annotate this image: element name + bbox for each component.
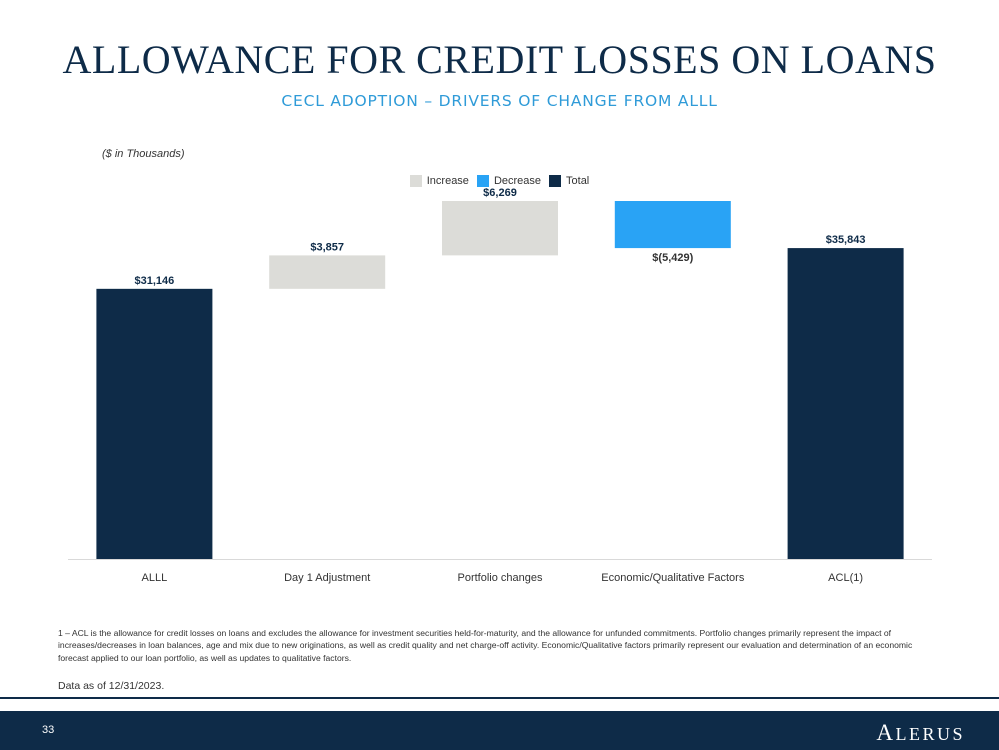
legend-swatch-total — [549, 175, 562, 187]
legend-item-total: Total — [549, 175, 589, 187]
bar-economic-qualitative-factors — [614, 201, 731, 249]
page-subtitle: CECL ADOPTION – DRIVERS OF CHANGE FROM A… — [281, 92, 718, 110]
bar-day-1-adjustment — [269, 255, 386, 289]
legend-label-decrease: Decrease — [493, 175, 542, 187]
chart-legend: Increase Decrease Total — [0, 175, 999, 187]
logo-rest: LERUS — [895, 724, 965, 744]
legend-item-decrease: Decrease — [476, 175, 542, 187]
footnote: 1 – ACL is the allowance for credit loss… — [58, 628, 913, 663]
data-label-acl-1: $35,843 — [826, 234, 866, 246]
legend-label-total: Total — [566, 175, 590, 187]
page-title: ALLOWANCE FOR CREDIT LOSSES ON LOANS — [62, 37, 937, 82]
data-label-economic-qualitative-factors: $(5,429) — [652, 252, 693, 264]
x-tick-label-day-1-adjustment: Day 1 Adjustment — [284, 572, 370, 584]
data-as-of: Data as of 12/31/2023. — [58, 680, 165, 692]
bar-alll — [96, 288, 213, 559]
bar-acl-1 — [787, 248, 904, 559]
bar-portfolio-changes — [442, 201, 558, 256]
alerus-logo: ALERUS — [876, 720, 965, 746]
page-number: 33 — [42, 724, 55, 736]
waterfall-chart: $31,146 ALLL $3,857 Day 1 Adjustment $6,269 P… — [68, 187, 932, 584]
x-tick-label-acl-1: ACL(1) — [828, 572, 863, 584]
x-tick-label-alll: ALLL — [142, 572, 168, 584]
units-note: ($ in Thousands) — [102, 148, 185, 160]
legend-label-increase: Increase — [426, 175, 469, 187]
legend-item-increase: Increase — [409, 175, 469, 187]
data-label-portfolio-changes: $6,269 — [483, 187, 517, 199]
x-tick-label-portfolio-changes: Portfolio changes — [458, 572, 543, 584]
legend-swatch-decrease — [476, 175, 489, 187]
data-label-alll: $31,146 — [135, 275, 175, 287]
logo-initial: A — [876, 720, 896, 745]
legend-swatch-increase — [409, 175, 422, 187]
x-tick-label-economic-qualitative-factors: Economic/Qualitative Factors — [601, 572, 745, 584]
footer-rule — [0, 697, 999, 699]
footer-bar: 33 ALERUS — [0, 711, 999, 750]
data-label-day-1-adjustment: $3,857 — [310, 241, 344, 253]
